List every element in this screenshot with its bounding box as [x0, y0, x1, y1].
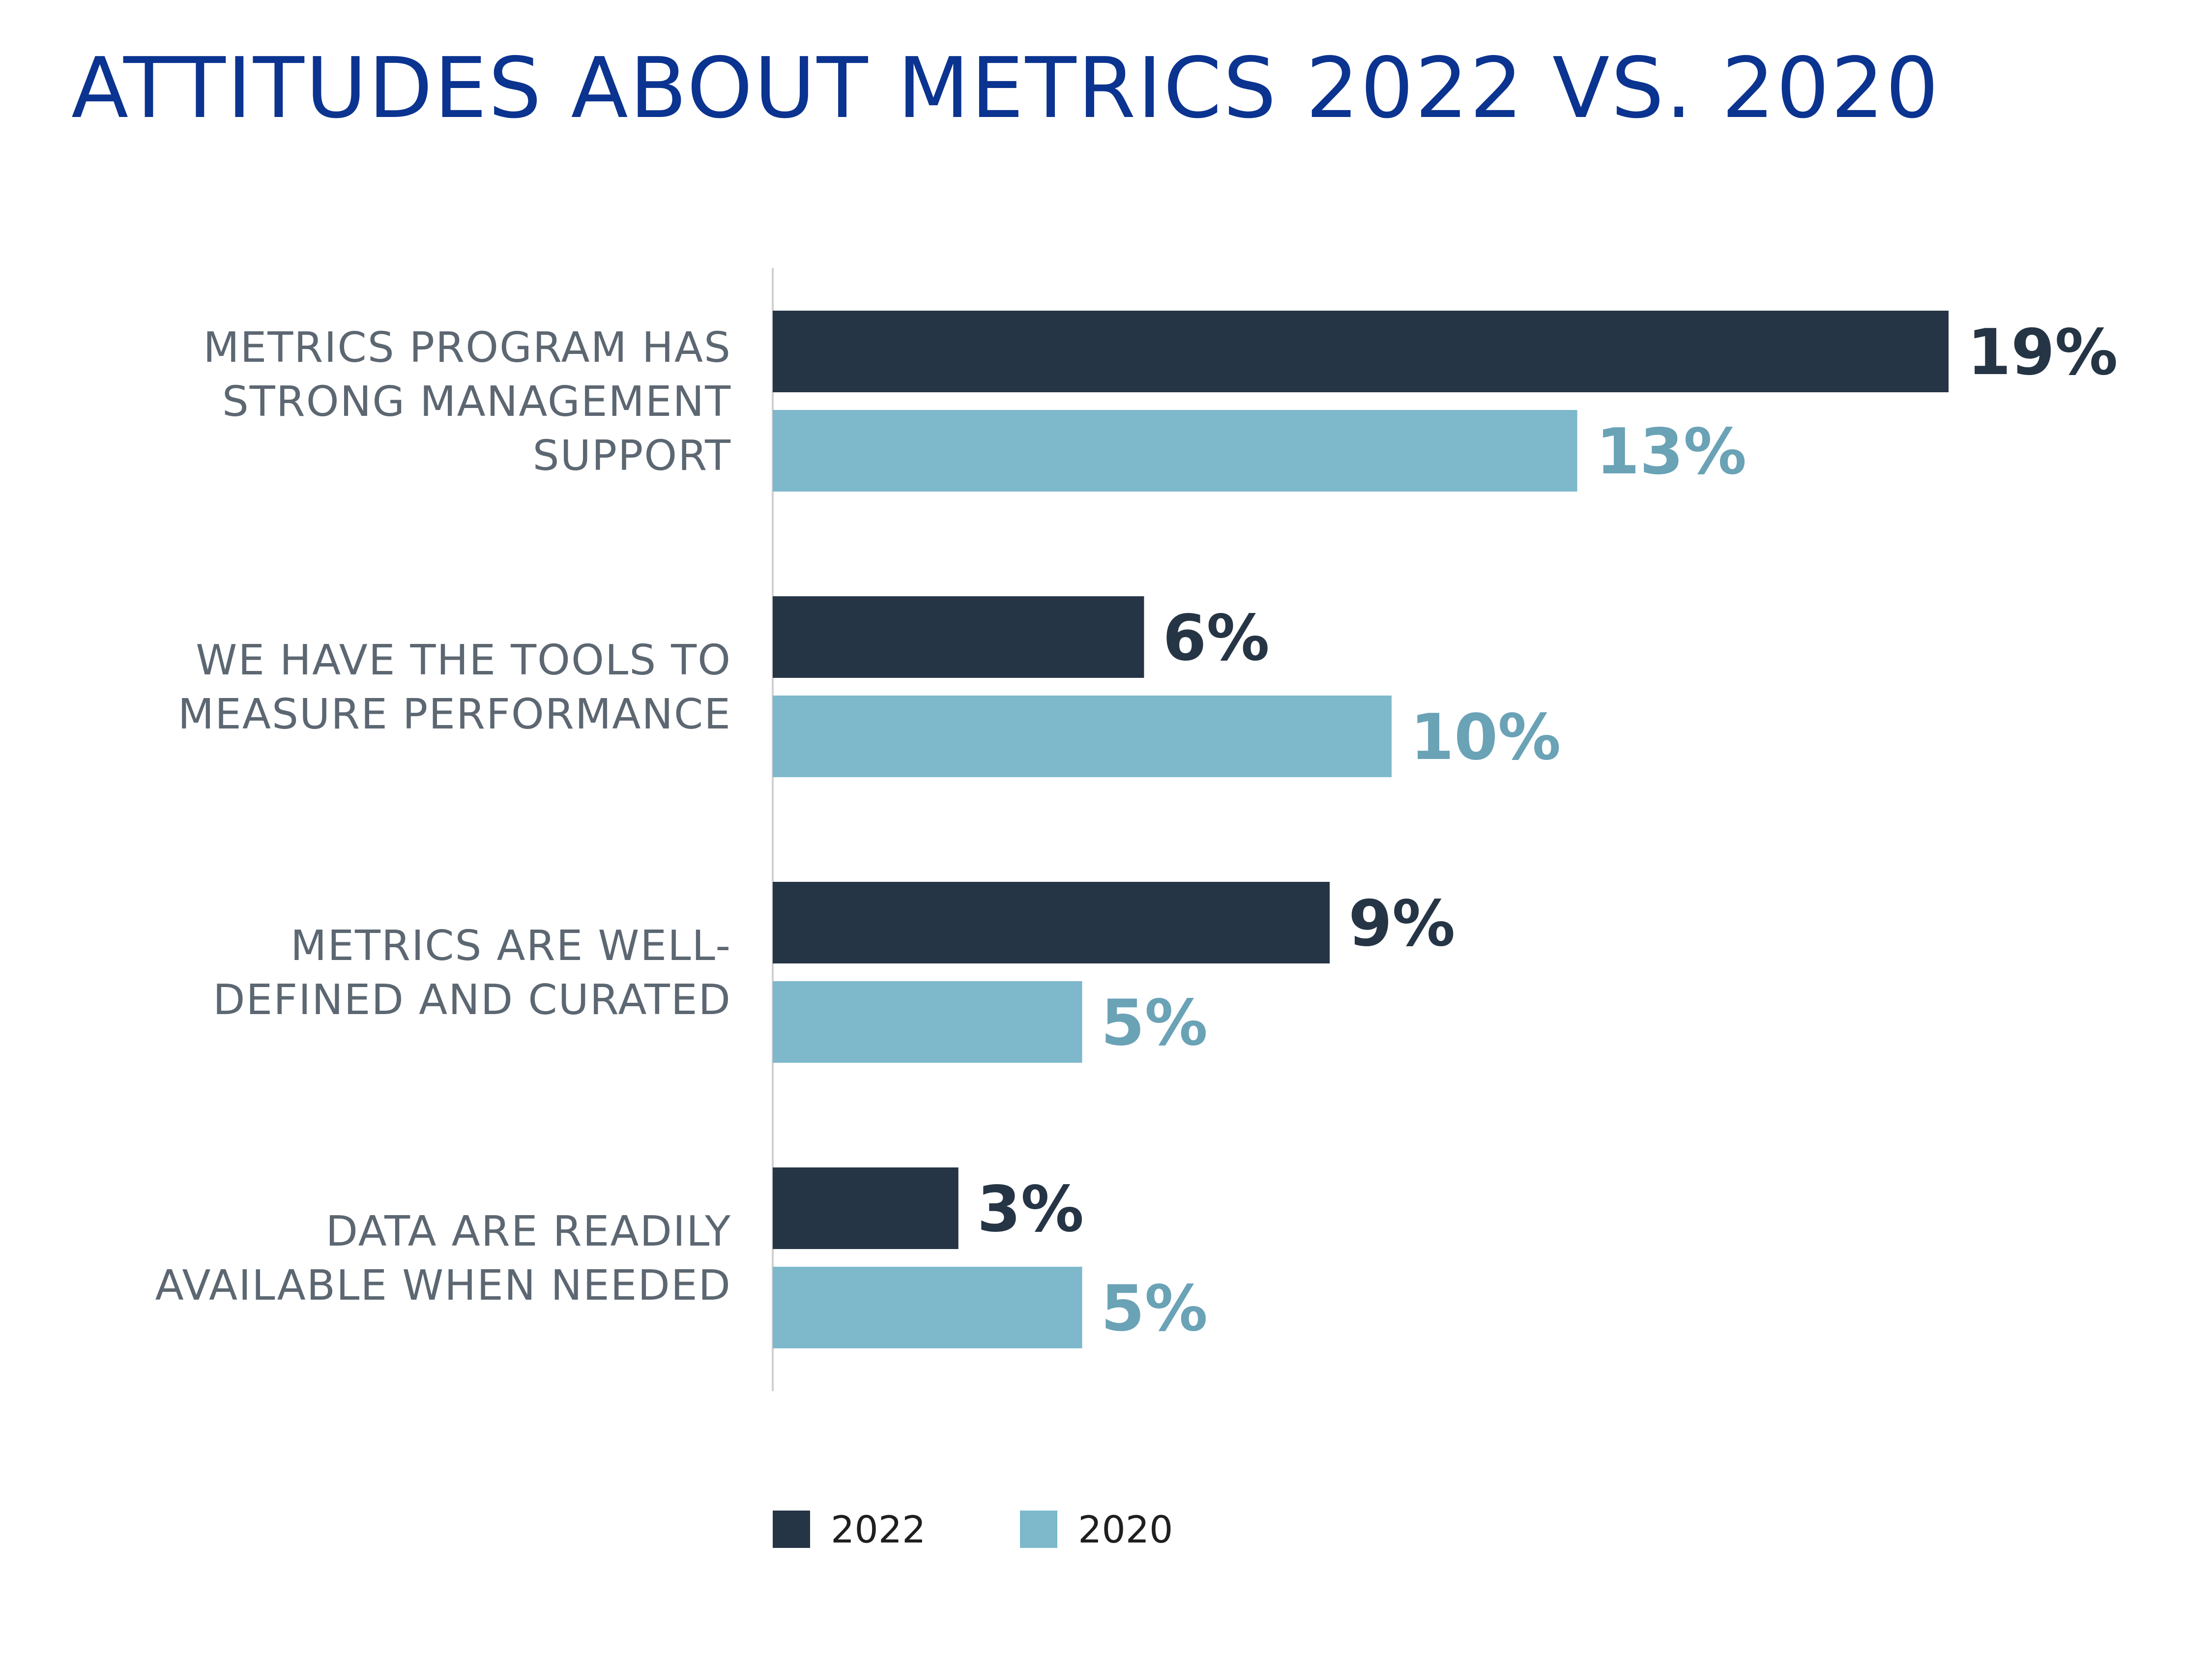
legend-swatch-2022 — [773, 1511, 810, 1548]
value-label-2022: 9% — [1348, 887, 1455, 960]
category-label: METRICS ARE WELL- DEFINED AND CURATED — [213, 922, 731, 1024]
legend-swatch-2020 — [1020, 1511, 1057, 1548]
category-label-line: DATA ARE READILY — [326, 1207, 731, 1256]
category-label-line: SUPPORT — [533, 432, 731, 480]
category-label-line: WE HAVE THE TOOLS TO — [196, 636, 731, 685]
bar-2022 — [773, 1167, 959, 1249]
category-label-line: STRONG MANAGEMENT — [222, 378, 731, 426]
value-label-2020: 10% — [1410, 701, 1561, 774]
category-label-line: METRICS PROGRAM HAS — [203, 323, 731, 372]
category-label-line: AVAILABLE WHEN NEEDED — [155, 1261, 731, 1310]
bar-2020 — [773, 1267, 1082, 1348]
bar-2020 — [773, 981, 1082, 1063]
bar-2022 — [773, 311, 1949, 392]
category-label: WE HAVE THE TOOLS TO MEASURE PERFORMANCE — [178, 636, 731, 739]
legend-label-2020: 2020 — [1078, 1508, 1173, 1551]
value-label-2022: 3% — [977, 1173, 1084, 1246]
bar-2020 — [773, 696, 1392, 777]
category-label-line: MEASURE PERFORMANCE — [178, 690, 731, 739]
chart-title: ATTITUDES ABOUT METRICS 2022 VS. 2020 — [71, 40, 1940, 137]
value-label-2020: 5% — [1101, 1272, 1208, 1345]
value-label-2020: 13% — [1596, 415, 1746, 489]
value-label-2020: 5% — [1101, 987, 1208, 1060]
value-label-2022: 19% — [1967, 316, 2118, 389]
bar-2022 — [773, 596, 1144, 678]
category-label-line: METRICS ARE WELL- — [291, 922, 731, 970]
bar-2022 — [773, 882, 1330, 963]
category-label: METRICS PROGRAM HAS STRONG MANAGEMENT SUPP… — [203, 323, 731, 480]
value-label-2022: 6% — [1163, 602, 1269, 675]
category-label: DATA ARE READILY AVAILABLE WHEN NEEDED — [155, 1207, 731, 1310]
bar-2020 — [773, 410, 1577, 492]
category-label-line: DEFINED AND CURATED — [213, 976, 731, 1024]
legend-label-2022: 2022 — [831, 1508, 926, 1551]
